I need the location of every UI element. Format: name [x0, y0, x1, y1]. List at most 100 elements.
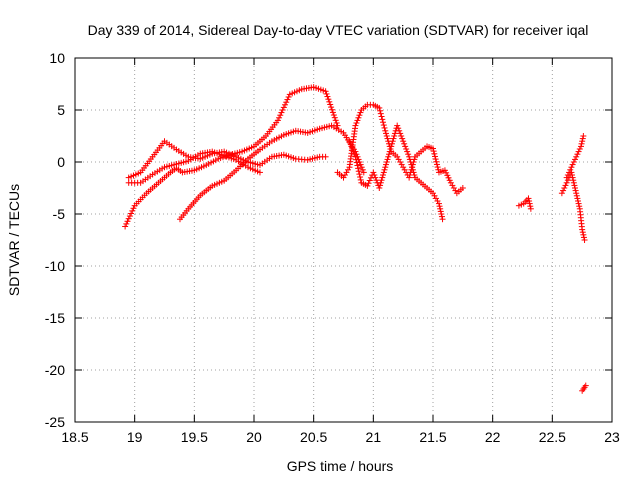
data-point-interp — [325, 96, 332, 103]
y-axis-label: SDTVAR / TECUs — [6, 184, 22, 296]
data-point-interp — [343, 169, 350, 176]
data-point-interp — [578, 140, 585, 147]
data-point-interp — [572, 156, 579, 163]
data-point — [580, 133, 587, 139]
data-point-interp — [282, 101, 289, 108]
data-point-interp — [411, 172, 418, 178]
data-point-interp — [560, 187, 567, 194]
data-point-interp — [381, 166, 388, 173]
data-point-interp — [402, 143, 409, 150]
data-point-interp — [380, 169, 387, 176]
data-point — [394, 122, 401, 129]
data-point — [400, 138, 407, 145]
data-point-interp — [397, 159, 404, 165]
data-point-interp — [570, 179, 577, 186]
data-point-interp — [526, 198, 533, 204]
y-tick-label: 0 — [57, 154, 65, 170]
data-point-interp — [126, 213, 133, 220]
data-point-interp — [397, 130, 404, 137]
x-tick-label: 19 — [127, 429, 143, 445]
data-point-interp — [380, 119, 387, 126]
data-point — [274, 117, 281, 124]
data-point-interp — [354, 117, 361, 124]
data-point-interp — [323, 90, 330, 97]
data-point — [568, 164, 575, 171]
data-point — [459, 185, 466, 191]
data-point — [376, 185, 383, 191]
data-point — [582, 382, 589, 389]
data-point-interp — [280, 104, 287, 111]
data-point-interp — [124, 218, 131, 225]
data-point-interp — [372, 174, 379, 181]
data-point-interp — [123, 220, 130, 227]
data-point-interp — [398, 161, 405, 168]
data-point-interp — [431, 150, 438, 157]
data-point-interp — [384, 156, 391, 163]
data-point-interp — [571, 182, 578, 189]
data-point-interp — [371, 172, 378, 178]
data-point — [360, 169, 367, 176]
data-point-interp — [572, 187, 579, 194]
data-point-interp — [379, 116, 386, 123]
data-point-interp — [575, 148, 582, 155]
data-point-interp — [379, 174, 386, 181]
data-point — [430, 145, 436, 152]
data-point-interp — [564, 172, 571, 178]
data-point-interp — [357, 109, 364, 116]
data-point-interp — [378, 113, 385, 120]
data-point-interp — [353, 159, 360, 166]
tick-labels: 18.5 19 19.5 20 20.5 21 21.5 22 22.5 23 10 5 0 -5 -10 -… — [45, 50, 620, 445]
data-point-interp — [129, 207, 136, 214]
data-point-interp — [357, 174, 364, 181]
data-point-interp — [128, 210, 135, 217]
data-point-interp — [383, 130, 390, 137]
plot-frame — [74, 57, 613, 423]
data-point — [527, 205, 534, 212]
data-point-interp — [580, 231, 587, 238]
data-point-interp — [449, 182, 456, 189]
data-point-interp — [353, 120, 360, 126]
data-point-interp — [279, 107, 286, 113]
data-point-interp — [574, 198, 581, 204]
data-point-interp — [432, 195, 439, 202]
x-tick-label: 20.5 — [300, 429, 327, 445]
data-point-interp — [377, 107, 384, 114]
data-point-interp — [403, 146, 410, 152]
data-point — [340, 174, 347, 181]
data-point-interp — [573, 192, 580, 199]
data-point-interp — [377, 182, 384, 189]
data-point-interp — [434, 198, 441, 204]
data-point-interp — [566, 169, 573, 176]
data-point-interp — [432, 156, 439, 163]
data-point-interp — [283, 99, 290, 106]
data-point-interp — [561, 185, 568, 191]
data-point-interp — [380, 172, 387, 178]
data-point-interp — [378, 177, 385, 184]
x-tick-label: 20 — [246, 429, 262, 445]
data-point — [370, 169, 377, 176]
data-point-interp — [278, 109, 285, 116]
data-point — [352, 153, 359, 160]
data-point-interp — [381, 124, 388, 131]
data-point-interp — [431, 192, 438, 199]
data-point-interp — [377, 110, 384, 117]
data-point-interp — [570, 177, 577, 184]
data-point-interp — [386, 148, 393, 155]
data-point-interp — [341, 172, 348, 178]
data-point-interp — [434, 164, 441, 171]
data-point-interp — [574, 151, 581, 158]
data-point — [352, 122, 359, 129]
data-point — [581, 237, 588, 243]
data-points — [122, 84, 589, 394]
data-point-interp — [285, 94, 292, 100]
data-point-interp — [385, 151, 392, 158]
data-point-interp — [526, 200, 533, 207]
data-point-interp — [567, 166, 574, 173]
data-point-interp — [399, 135, 406, 142]
data-point-interp — [570, 159, 577, 165]
data-point — [122, 223, 129, 230]
data-point-interp — [385, 153, 392, 160]
data-point-interp — [401, 166, 408, 173]
data-point — [406, 153, 413, 160]
data-point-interp — [579, 229, 586, 236]
